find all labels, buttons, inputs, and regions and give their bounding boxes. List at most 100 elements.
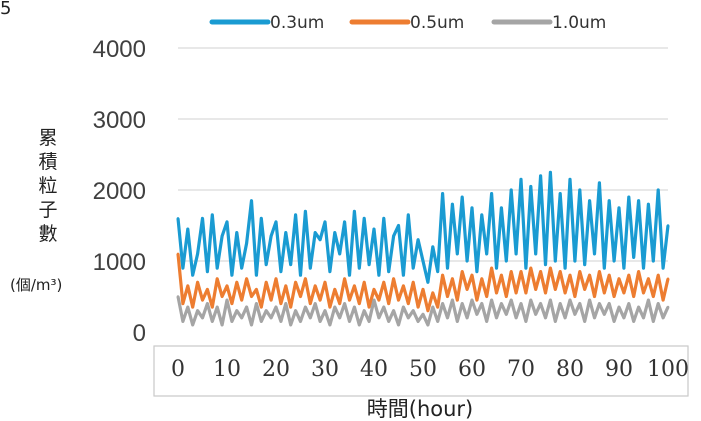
data-point [372,288,376,291]
data-point [333,305,337,309]
data-point [573,295,577,298]
data-point [220,295,224,298]
data-point [191,323,194,327]
data-point [647,298,650,302]
data-point [304,305,307,309]
data-point [220,323,224,327]
data-point [387,270,391,273]
data-point [558,192,562,195]
data-point [260,217,263,220]
data-point [544,316,547,320]
data-point [505,259,508,263]
data-point [274,305,278,309]
y-tick-label: 4000 [93,36,146,63]
data-point [446,316,449,320]
data-point [632,295,635,298]
data-point [500,302,503,305]
data-point [637,305,640,309]
data-point [186,227,190,231]
data-point [524,266,528,270]
data-point [176,295,180,298]
data-point [666,277,670,281]
data-point [539,270,542,273]
data-point [230,273,234,277]
data-point [348,320,351,323]
data-point [617,277,621,281]
data-point [196,309,199,313]
data-point [225,298,229,302]
data-point [289,263,293,266]
data-point [279,270,283,273]
data-point [225,220,229,224]
legend-label: 0.5um [410,13,464,33]
data-point [313,302,317,305]
data-point [333,231,337,234]
data-point [397,224,400,227]
data-point [304,277,307,281]
x-tick-label: 70 [507,357,535,382]
data-point [554,259,557,263]
data-point [235,231,239,234]
data-point [372,298,376,302]
data-point [421,288,425,291]
data-point [279,302,283,305]
data-point [460,302,464,305]
data-point [612,259,616,263]
data-point [456,298,459,302]
data-point [264,263,268,266]
data-point [514,316,518,320]
data-point [323,309,327,313]
legend-item: 0.5um [349,13,464,33]
data-point [411,266,415,270]
data-point [397,323,400,327]
data-point [656,302,660,305]
legend-item: 1.0um [491,13,606,33]
data-point [313,284,317,288]
data-point [617,305,621,309]
x-tick-label: 90 [605,357,633,382]
data-point [426,309,430,313]
data-point [309,302,312,305]
y-tick-label: 1000 [93,249,146,276]
data-point [181,320,185,323]
data-point [490,266,493,270]
data-point [524,291,528,295]
data-point [343,277,346,281]
data-point [490,298,493,302]
data-point [250,295,253,298]
data-point [353,305,356,309]
data-point [215,305,219,309]
data-point [294,281,297,284]
data-point [245,277,248,281]
data-point [544,291,547,295]
data-point [563,291,567,295]
data-point [642,291,645,295]
data-point [215,266,219,270]
x-tick-label: 10 [213,357,241,382]
data-point [622,266,626,270]
data-point [661,266,665,270]
data-point [456,320,459,323]
data-point [362,309,366,313]
data-point [578,270,582,273]
data-point [191,305,194,309]
data-point [598,270,601,273]
data-point [201,298,204,302]
data-point [583,288,586,291]
data-point [647,277,650,281]
data-point [176,252,180,256]
data-point [255,273,258,277]
data-point [186,284,190,288]
data-point [377,273,381,277]
x-tick-label: 60 [458,357,486,382]
data-point [607,302,611,305]
data-point [333,288,337,291]
data-point [647,202,650,206]
data-point [539,174,542,178]
data-point [480,302,484,305]
data-point [289,305,293,309]
legend-label: 0.3um [270,13,324,33]
data-point [362,281,366,284]
data-point [382,305,386,309]
